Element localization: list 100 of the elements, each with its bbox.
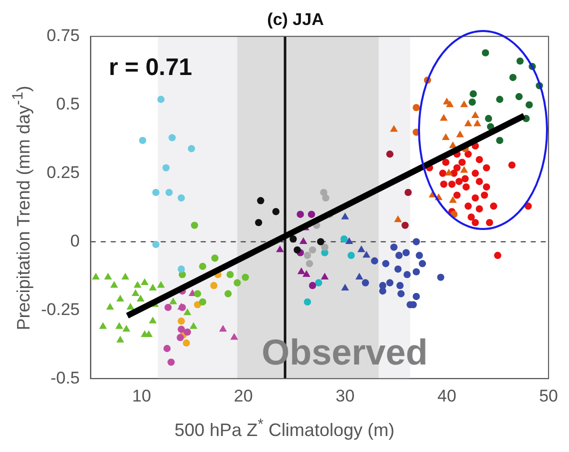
point <box>355 272 364 280</box>
point <box>379 287 386 295</box>
point <box>494 252 502 260</box>
point <box>92 272 100 280</box>
point <box>453 192 461 199</box>
point <box>320 188 328 196</box>
point <box>515 93 523 100</box>
point <box>508 161 516 169</box>
y-tick-label: -0.25 <box>41 300 80 319</box>
point <box>468 213 475 221</box>
point <box>148 284 157 291</box>
point <box>490 202 498 210</box>
point <box>460 166 468 173</box>
point <box>115 322 124 329</box>
point <box>348 252 355 260</box>
point <box>462 175 469 182</box>
point <box>341 212 349 220</box>
point <box>199 262 206 270</box>
point <box>299 237 308 244</box>
point <box>188 145 196 152</box>
point <box>304 252 312 260</box>
point <box>386 150 394 158</box>
point <box>178 326 185 333</box>
point <box>308 246 316 254</box>
point <box>462 183 470 191</box>
point <box>234 279 241 286</box>
y-tick-label: 0.5 <box>56 94 80 114</box>
point <box>472 170 479 177</box>
point <box>321 244 328 251</box>
point <box>290 235 297 243</box>
point <box>382 260 390 268</box>
point <box>486 218 494 226</box>
x-axis-title: 500 hPa Z$^{*}$ Climatology (m) <box>174 416 396 441</box>
y-tick-label: 0 <box>70 231 80 250</box>
point <box>169 297 178 304</box>
point <box>370 257 378 264</box>
point <box>404 188 412 196</box>
y-tick-label: -0.5 <box>50 368 80 388</box>
point <box>464 202 472 210</box>
point <box>412 238 420 246</box>
point <box>178 318 185 325</box>
point <box>157 281 165 288</box>
point <box>182 339 190 347</box>
point <box>526 101 533 108</box>
point <box>482 164 490 172</box>
point <box>152 188 160 196</box>
point <box>110 281 118 288</box>
point <box>442 158 450 166</box>
point <box>178 194 185 202</box>
point <box>317 238 324 246</box>
x-tick-label: 10 <box>132 386 152 406</box>
point <box>294 246 301 254</box>
point <box>168 358 175 366</box>
point <box>484 114 492 122</box>
point <box>257 197 264 204</box>
point <box>211 254 218 262</box>
point <box>272 208 280 216</box>
point <box>402 249 410 256</box>
point <box>395 252 403 260</box>
point <box>219 324 227 332</box>
point <box>482 49 490 56</box>
point <box>226 270 234 278</box>
point <box>509 74 517 82</box>
point <box>163 344 171 352</box>
point <box>152 240 160 248</box>
point <box>468 98 476 106</box>
point <box>464 120 472 126</box>
point <box>496 96 504 103</box>
y-tick-label: 0.75 <box>46 26 80 46</box>
chart-title: (c) JJA <box>267 10 324 29</box>
point <box>442 133 450 140</box>
x-tick-label: 20 <box>234 386 253 406</box>
point <box>396 282 404 290</box>
point <box>116 294 124 302</box>
point <box>397 290 405 298</box>
x-tick-label: 40 <box>437 386 456 406</box>
point <box>394 265 402 273</box>
point <box>230 333 238 340</box>
point <box>471 111 480 118</box>
x-tick-label: 30 <box>336 386 355 406</box>
point <box>460 100 468 108</box>
point <box>136 294 144 302</box>
point <box>178 265 185 273</box>
point <box>482 183 490 191</box>
point <box>306 260 314 268</box>
point <box>126 302 134 310</box>
point <box>340 235 348 243</box>
point <box>470 90 477 98</box>
x-tick-label: 50 <box>539 386 558 406</box>
point <box>99 322 107 329</box>
point <box>308 210 316 218</box>
point <box>165 188 173 196</box>
point <box>322 194 330 202</box>
point <box>516 57 524 65</box>
y-tick-label: 0.25 <box>46 162 80 182</box>
point <box>440 180 448 188</box>
point <box>139 136 146 144</box>
point <box>122 324 130 332</box>
point <box>106 302 114 310</box>
point <box>476 156 483 164</box>
